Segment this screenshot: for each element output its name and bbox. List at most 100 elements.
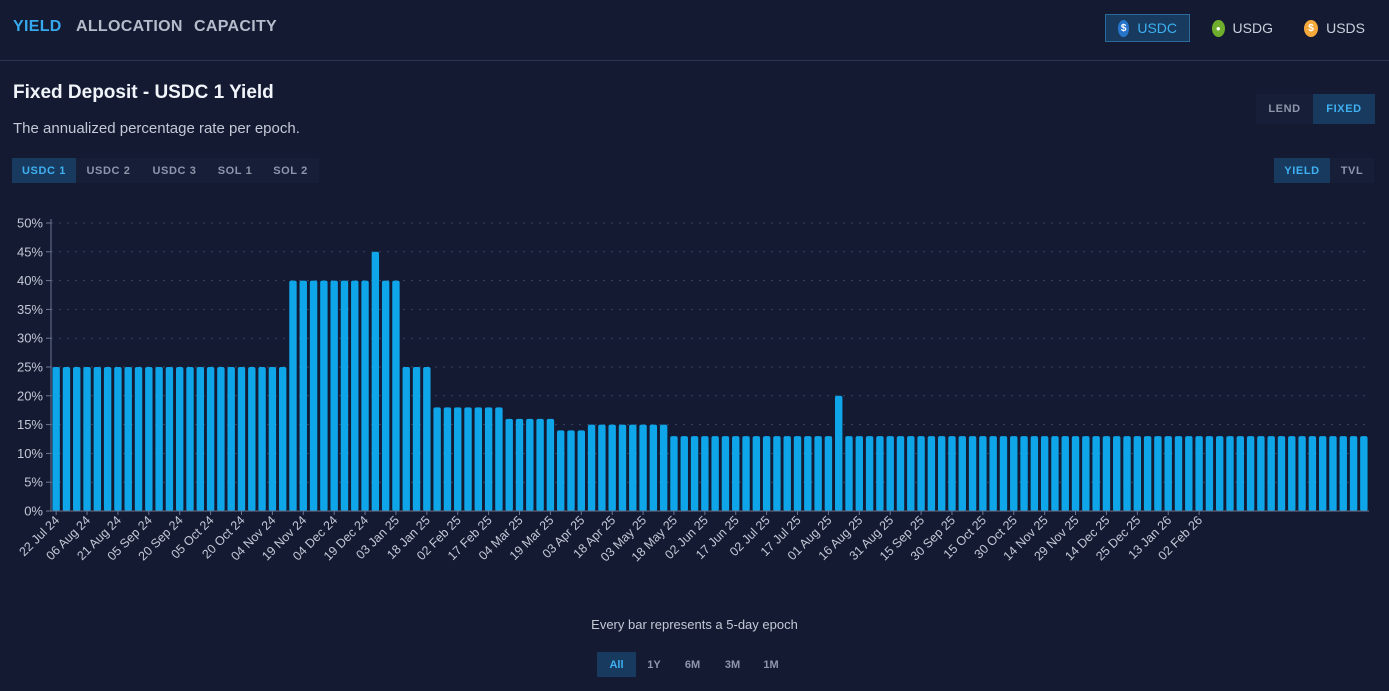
bar[interactable] <box>1195 436 1203 511</box>
bar[interactable] <box>1164 436 1172 511</box>
bar[interactable] <box>670 436 678 511</box>
bar[interactable] <box>1154 436 1162 511</box>
bar[interactable] <box>649 424 658 511</box>
bar[interactable] <box>371 251 380 512</box>
bar[interactable] <box>845 436 853 511</box>
bar[interactable] <box>1267 436 1275 511</box>
bar[interactable] <box>659 424 668 511</box>
bar[interactable] <box>1349 436 1358 511</box>
bar[interactable] <box>309 280 318 511</box>
bar[interactable] <box>454 407 462 511</box>
bar[interactable] <box>773 436 781 511</box>
bar[interactable] <box>258 367 266 511</box>
bar[interactable] <box>896 436 905 511</box>
bar[interactable] <box>52 367 60 511</box>
pool-tab-sol-2[interactable]: SOL 2 <box>273 164 308 177</box>
bar[interactable] <box>505 418 513 511</box>
bar[interactable] <box>124 367 132 511</box>
range-6m-button[interactable]: 6M <box>684 658 701 671</box>
bar[interactable] <box>392 280 400 511</box>
bar[interactable] <box>804 436 812 511</box>
bar[interactable] <box>1174 436 1183 511</box>
mode-lend-button[interactable]: LEND <box>1268 103 1301 115</box>
token-usds-button[interactable]: $ USDS <box>1292 14 1377 42</box>
bar[interactable] <box>1113 436 1121 511</box>
range-all-button[interactable]: All <box>597 652 636 677</box>
bar[interactable] <box>608 424 616 511</box>
bar[interactable] <box>145 367 153 511</box>
bar[interactable] <box>176 367 184 511</box>
bar[interactable] <box>618 424 627 511</box>
bar[interactable] <box>1010 436 1018 511</box>
bar[interactable] <box>1082 436 1090 511</box>
bar[interactable] <box>268 367 277 511</box>
bar[interactable] <box>1071 436 1080 511</box>
bar[interactable] <box>186 367 194 511</box>
bar[interactable] <box>536 418 544 511</box>
bar[interactable] <box>783 436 791 511</box>
bar[interactable] <box>793 436 802 511</box>
bar[interactable] <box>927 436 936 511</box>
bar[interactable] <box>690 436 699 511</box>
range-1y-button[interactable]: 1Y <box>647 658 661 671</box>
bar[interactable] <box>217 367 225 511</box>
bar[interactable] <box>567 430 575 511</box>
bar[interactable] <box>762 436 771 511</box>
bar[interactable] <box>701 436 709 511</box>
bar[interactable] <box>824 436 833 511</box>
bar[interactable] <box>742 436 750 511</box>
bar[interactable] <box>474 407 483 511</box>
bar[interactable] <box>227 367 235 511</box>
bar[interactable] <box>1143 436 1152 511</box>
bar[interactable] <box>206 367 215 511</box>
bar[interactable] <box>598 424 606 511</box>
bar[interactable] <box>134 367 143 511</box>
tab-capacity[interactable]: CAPACITY <box>194 18 277 35</box>
bar[interactable] <box>73 367 81 511</box>
pool-tab-usdc-3[interactable]: USDC 3 <box>152 164 197 177</box>
bar[interactable] <box>381 280 390 511</box>
bar[interactable] <box>721 436 730 511</box>
bar[interactable] <box>495 407 503 511</box>
metric-tvl-button[interactable]: TVL <box>1340 164 1364 177</box>
bar[interactable] <box>1288 436 1296 511</box>
bar[interactable] <box>1020 436 1028 511</box>
bar[interactable] <box>361 280 369 511</box>
bar[interactable] <box>639 424 647 511</box>
bar[interactable] <box>248 367 256 511</box>
bar[interactable] <box>1205 436 1214 511</box>
bar[interactable] <box>1092 436 1100 511</box>
bar[interactable] <box>968 436 977 511</box>
tab-allocation[interactable]: ALLOCATION <box>76 18 183 35</box>
bar[interactable] <box>629 424 637 511</box>
bar[interactable] <box>680 436 688 511</box>
bar[interactable] <box>320 280 328 511</box>
bar[interactable] <box>948 436 956 511</box>
bar[interactable] <box>443 407 452 511</box>
pool-tab-usdc-1[interactable]: USDC 1 <box>12 158 76 183</box>
bar[interactable] <box>1339 436 1347 511</box>
bar[interactable] <box>886 436 894 511</box>
bar[interactable] <box>83 367 91 511</box>
mode-fixed-button[interactable]: FIXED <box>1313 94 1375 124</box>
range-3m-button[interactable]: 3M <box>724 658 741 671</box>
bar[interactable] <box>1257 436 1265 511</box>
bar[interactable] <box>464 407 472 511</box>
bar[interactable] <box>237 367 246 511</box>
bar[interactable] <box>433 407 441 511</box>
bar[interactable] <box>876 436 884 511</box>
bar[interactable] <box>937 436 946 511</box>
bar[interactable] <box>855 436 864 511</box>
bar[interactable] <box>340 280 349 511</box>
bar[interactable] <box>93 367 102 511</box>
bar[interactable] <box>587 424 596 511</box>
bar[interactable] <box>732 436 740 511</box>
bar[interactable] <box>835 395 843 511</box>
bar[interactable] <box>155 367 163 511</box>
bar[interactable] <box>165 367 174 511</box>
bar[interactable] <box>278 367 287 511</box>
bar[interactable] <box>1051 436 1059 511</box>
bar[interactable] <box>1298 436 1306 511</box>
bar[interactable] <box>1133 436 1142 511</box>
pool-tab-sol-1[interactable]: SOL 1 <box>217 164 253 177</box>
